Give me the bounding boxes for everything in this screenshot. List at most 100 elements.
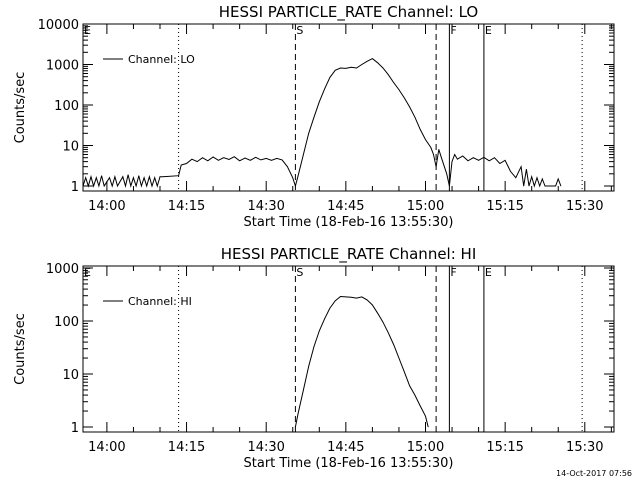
data-point [388,74,389,75]
y-axis-label: Counts/sec [13,313,28,385]
data-point [127,174,129,175]
data-point [393,344,394,345]
data-point [433,154,434,155]
data-point [454,154,456,155]
data-point [292,177,294,178]
data-point [361,64,363,65]
data-point [308,366,310,367]
data-point [295,185,296,187]
data-point [435,166,437,167]
x-tick-label: 15:00 [407,440,444,455]
data-point [143,177,145,178]
data-point [366,61,368,62]
x-tick-label: 14:30 [247,199,284,214]
data-point [223,157,224,158]
flag-label: E [485,266,492,279]
data-point [101,175,102,176]
data-point [499,163,501,164]
data-point [398,89,400,90]
y-axis-label: Counts/sec [13,72,28,144]
data-point [218,160,219,161]
chart-title: HESSI PARTICLE_RATE Channel: HI [221,245,477,264]
data-point [334,300,336,302]
data-point [303,154,304,155]
data-point [483,157,485,158]
data-point [462,155,464,157]
data-point [356,297,357,299]
x-tick-label: 15:00 [407,199,444,214]
data-point [377,62,379,64]
data-point [114,176,116,177]
data-point [162,176,163,177]
data-point [196,161,198,162]
x-tick-label: 15:30 [566,440,603,455]
flag-label: F [450,24,456,37]
data-point [138,175,140,176]
data-point [372,58,373,59]
data-point [345,296,347,298]
y-tick-label: 10 [62,368,79,383]
data-point [93,185,94,187]
data-point [393,82,394,83]
data-point [303,389,304,391]
data-point [207,160,209,162]
panel-hi: HESSI PARTICLE_RATE Channel: HI Start Tim… [13,245,615,471]
data-point [557,178,559,180]
data-point [133,177,134,178]
data-point [494,157,495,158]
data-point [515,177,517,178]
flag-label: S [296,24,303,37]
data-point [125,185,126,187]
data-point [340,67,341,69]
data-point [409,385,410,387]
data-point [295,426,296,428]
data-point [281,159,283,161]
data-point [191,158,193,160]
data-point [467,160,469,162]
data-point [398,357,400,359]
data-point [539,185,540,187]
data-point [427,426,429,428]
data-point [146,185,147,187]
data-point [451,161,453,162]
data-point [276,158,278,159]
data-point [404,97,405,99]
data-point [255,157,256,158]
flag-label: E [84,24,91,37]
data-point [271,160,272,161]
data-point [382,321,384,323]
data-point [250,160,251,161]
panel-lo: HESSI PARTICLE_RATE Channel: LO Start Tim… [13,3,615,230]
x-tick-label: 14:00 [88,440,125,455]
data-point [149,176,150,177]
y-tick-label: 1 [71,180,79,195]
data-point [319,330,320,332]
data-point [98,185,100,187]
data-point [419,405,421,407]
data-point [130,185,132,187]
x-tick-label: 14:30 [247,440,284,455]
data-point [88,185,89,187]
plot-frame [82,23,615,192]
flag-label: F [450,266,456,279]
data-point [526,168,527,170]
data-point [265,158,267,159]
data-point [425,415,426,417]
legend-entry: Channel: HI [128,295,192,308]
data-point [109,177,110,178]
data-point [414,394,416,396]
data-point [151,185,153,187]
data-point [478,160,479,161]
data-point [542,178,543,180]
data-point [404,371,405,373]
plot-timestamp: 14-Oct-2017 07:56 [556,469,632,478]
flag-label: E [84,266,91,279]
data-point [520,166,522,167]
legend-entry: Channel: LO [128,53,195,66]
chart-title: HESSI PARTICLE_RATE Channel: LO [219,3,478,22]
data-point [356,67,357,69]
data-point [186,163,187,164]
data-point [366,299,368,301]
data-point [122,176,124,177]
flag-label: E [485,24,492,37]
